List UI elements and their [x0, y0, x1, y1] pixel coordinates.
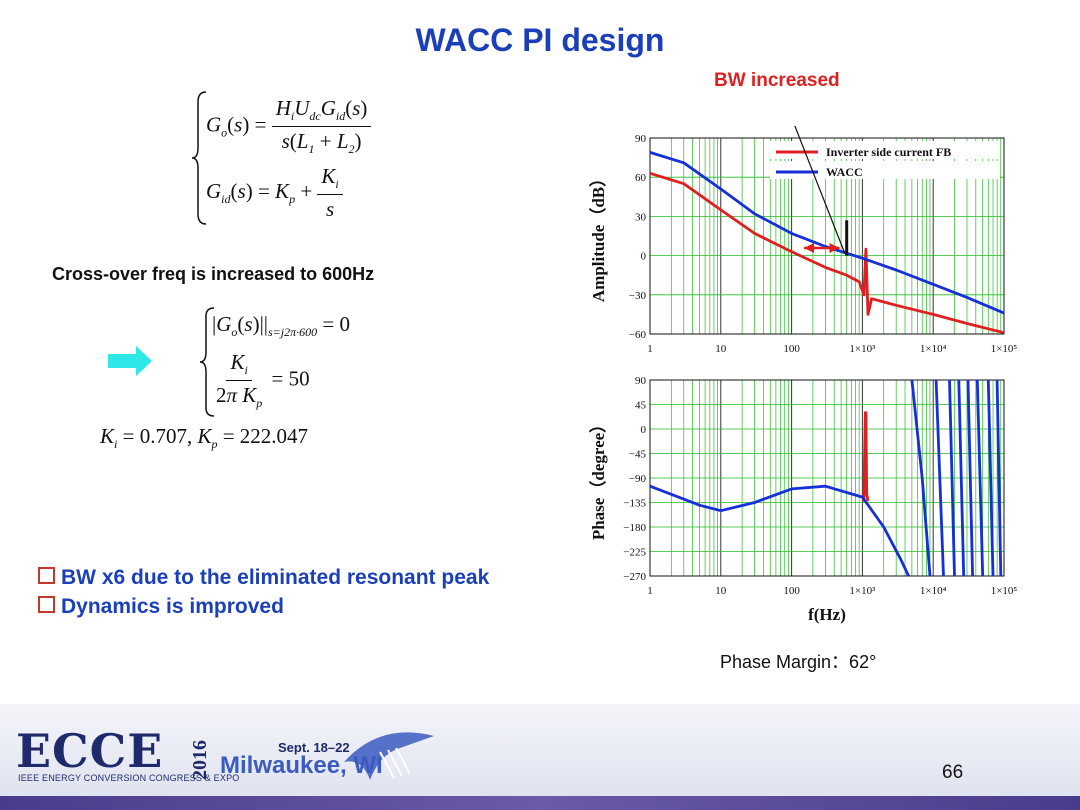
y-tick-label: −90: [629, 473, 647, 485]
x-tick-label: 1×10³: [849, 585, 876, 597]
ratio-equation: Ki 2π Kp = 50: [216, 350, 310, 411]
y-axis-label: Phase（degree）: [588, 416, 608, 540]
y-axis-label: Amplitude（dB）: [588, 170, 608, 302]
plot-frame: [649, 137, 1005, 335]
ecce-logo: ECCE: [16, 724, 164, 778]
x-tick-label: 1×10⁴: [920, 585, 947, 597]
y-tick-label: 90: [635, 133, 647, 145]
y-tick-label: −225: [623, 547, 646, 559]
y-tick-label: −30: [629, 290, 647, 302]
annotation-pointer: [794, 126, 846, 254]
bullet-box-icon: [38, 567, 55, 584]
left-brace: [192, 91, 207, 225]
x-tick-label: 1×10³: [849, 343, 876, 355]
x-tick-label: 1×10⁵: [991, 343, 1018, 355]
series-line-wacc: [649, 151, 1005, 315]
logo-swoosh-icon: [344, 732, 434, 780]
y-tick-label: 45: [635, 400, 647, 412]
gain-result: Ki = 0.707, Kp = 222.047: [100, 424, 309, 452]
legend-label: WACC: [826, 165, 863, 179]
gid-equation: Gid(s) = Kp + Ki s: [206, 164, 343, 222]
y-tick-label: −60: [629, 329, 647, 341]
ecce-subtitle: IEEE ENERGY CONVERSION CONGRESS & EXPO: [18, 773, 240, 783]
legend-bg: [770, 141, 1000, 159]
page-number: 66: [942, 762, 964, 783]
year-label: 2016: [189, 740, 211, 780]
bullet-box-icon: [38, 596, 55, 613]
left-brace: [200, 307, 215, 417]
x-axis-label: f(Hz): [808, 605, 846, 624]
x-tick-label: 1: [647, 343, 653, 355]
transfer-function-block: Go(s) = HiUdcGid(s) s(L1 + L2) Gid(s) = K…: [192, 90, 452, 226]
plot-frame: [649, 379, 1005, 577]
y-tick-label: 0: [641, 424, 647, 436]
y-tick-label: 0: [641, 251, 647, 263]
bullet-item: Dynamics is improved: [38, 592, 489, 621]
legend-bg: [770, 161, 1000, 179]
event-dates: Sept. 18–22: [278, 740, 350, 755]
series-line-inverter-side-current-fb: [649, 171, 1005, 335]
y-tick-label: −180: [623, 522, 646, 534]
x-tick-label: 100: [783, 343, 800, 355]
footer-stripe: [0, 796, 1080, 810]
x-tick-label: 1: [647, 585, 653, 597]
x-tick-label: 10: [715, 585, 727, 597]
phase-margin-label: Phase Margin：62°: [720, 652, 877, 672]
magnitude-equation: |Go(s)||s=j2π·600 = 0: [212, 312, 350, 340]
x-tick-label: 10: [715, 343, 727, 355]
design-constraints-block: |Go(s)||s=j2π·600 = 0 Ki 2π Kp = 50: [200, 306, 440, 418]
x-tick-label: 1×10⁴: [920, 343, 947, 355]
slide-title: WACC PI design: [415, 22, 665, 58]
arrowhead-left-icon: [804, 242, 815, 253]
y-tick-label: 90: [635, 375, 647, 387]
bullet-list: BW x6 due to the eliminated resonant pea…: [38, 563, 489, 621]
svg-text:2016: 2016: [189, 740, 211, 780]
go-equation: Go(s) = HiUdcGid(s) s(L1 + L2): [206, 96, 372, 157]
y-tick-label: 30: [635, 211, 647, 223]
arrowhead-right-icon: [829, 242, 840, 253]
bullet-item: BW x6 due to the eliminated resonant pea…: [38, 563, 489, 592]
y-tick-label: −45: [629, 449, 647, 461]
footer-banner: [0, 704, 1080, 810]
y-tick-label: 60: [635, 172, 647, 184]
legend-label: Inverter side current FB: [826, 145, 951, 159]
right-arrow-icon: [108, 346, 152, 376]
y-tick-label: −135: [623, 498, 646, 510]
y-tick-label: −270: [623, 571, 646, 583]
bw-annotation-label: BW increased: [714, 70, 840, 91]
x-tick-label: 1×10⁵: [991, 585, 1018, 597]
series-line-inverter-side-current-fb: [861, 411, 870, 503]
x-tick-label: 100: [783, 585, 800, 597]
crossover-statement: Cross-over freq is increased to 600Hz: [52, 264, 375, 284]
